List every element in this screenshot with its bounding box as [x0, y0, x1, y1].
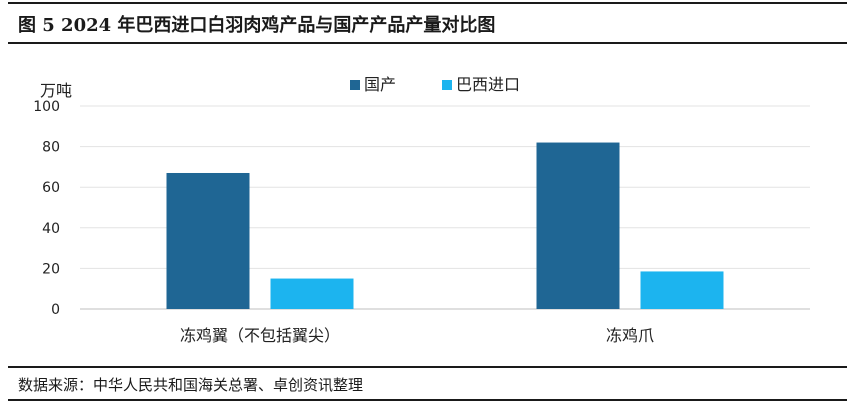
- source-rule: [8, 366, 847, 368]
- bar-chart: 万吨 0 20 40 60 80 100 冻鸡翼（不包括翼尖） 冻鸡爪 国产 巴西进口: [33, 75, 810, 345]
- title-underline: [8, 42, 847, 44]
- x-category-labels: 冻鸡翼（不包括翼尖） 冻鸡爪: [180, 326, 654, 345]
- x-category-label: 冻鸡爪: [606, 326, 654, 345]
- bottom-rule: [8, 399, 847, 401]
- top-rule: [8, 2, 847, 4]
- y-axis-label: 万吨: [40, 81, 72, 100]
- y-tick-label: 20: [42, 261, 60, 277]
- bar: [166, 172, 250, 309]
- source-note: 数据来源：中华人民共和国海关总署、卓创资讯整理: [18, 376, 364, 394]
- y-tick-labels: 0 20 40 60 80 100: [33, 99, 60, 318]
- legend: 国产 巴西进口: [350, 75, 520, 94]
- bar: [270, 278, 354, 309]
- y-tick-label: 80: [42, 140, 60, 156]
- bar: [536, 142, 620, 309]
- x-category-label: 冻鸡翼（不包括翼尖）: [180, 326, 340, 345]
- y-tick-label: 0: [51, 302, 60, 318]
- legend-label: 巴西进口: [456, 75, 520, 94]
- y-tick-label: 100: [33, 99, 60, 115]
- y-tick-label: 40: [42, 221, 60, 237]
- legend-swatch: [442, 80, 452, 90]
- y-tick-label: 60: [42, 180, 60, 196]
- legend-swatch: [350, 80, 360, 90]
- chart-title: 图 5 2024 年巴西进口白羽肉鸡产品与国产产品产量对比图: [18, 15, 496, 36]
- legend-label: 国产: [364, 75, 396, 94]
- bars: [166, 142, 724, 309]
- bar: [640, 271, 724, 309]
